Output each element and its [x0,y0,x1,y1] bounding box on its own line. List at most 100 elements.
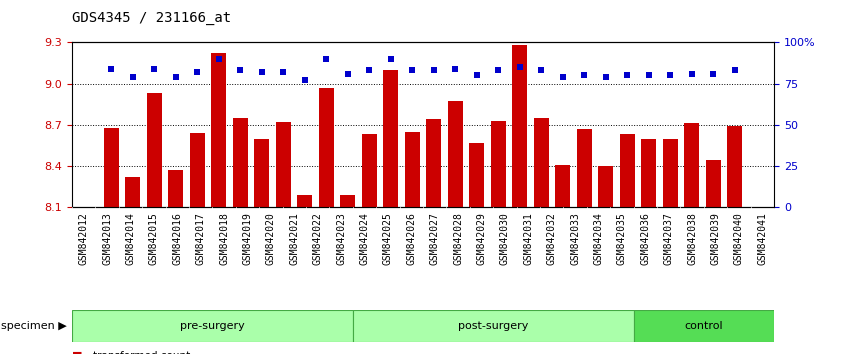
Text: control: control [684,321,723,331]
Text: GSM842031: GSM842031 [524,212,533,265]
Bar [125,177,140,207]
Text: GSM842033: GSM842033 [570,212,580,265]
Text: post-surgery: post-surgery [458,321,529,331]
Text: GSM842016: GSM842016 [173,212,182,265]
Text: GSM842040: GSM842040 [734,212,744,265]
Text: GSM842036: GSM842036 [640,212,651,265]
Bar [72,310,353,342]
Text: GSM842030: GSM842030 [500,212,510,265]
Bar [619,135,634,207]
Text: GSM842017: GSM842017 [195,212,206,265]
Point [642,73,656,78]
Bar [577,129,591,207]
Point [105,66,118,72]
Text: GSM842024: GSM842024 [360,212,370,265]
Point [448,66,462,72]
Text: GSM842039: GSM842039 [711,212,721,265]
Point [470,73,484,78]
Text: GDS4345 / 231166_at: GDS4345 / 231166_at [72,11,231,25]
Bar [190,133,205,207]
Bar [426,119,442,207]
Point [427,68,441,73]
Bar [684,124,699,207]
Point [190,69,204,75]
Point [212,56,226,62]
Point [599,74,613,80]
Text: ■: ■ [72,351,82,354]
Text: GSM842026: GSM842026 [406,212,416,265]
Bar [598,166,613,207]
Point [320,56,333,62]
Text: GSM842025: GSM842025 [383,212,393,265]
Point [578,73,591,78]
Bar [634,310,774,342]
Text: GSM842022: GSM842022 [313,212,322,265]
Text: GSM842041: GSM842041 [757,212,767,265]
Point [728,68,741,73]
Point [147,66,161,72]
Bar [147,93,162,207]
Point [556,74,569,80]
Bar [404,132,420,207]
Bar [727,126,742,207]
Text: transformed count: transformed count [93,351,190,354]
Bar [353,310,634,342]
Text: GSM842038: GSM842038 [687,212,697,265]
Bar [212,53,227,207]
Point [706,71,720,76]
Text: GSM842023: GSM842023 [336,212,346,265]
Text: GSM842013: GSM842013 [102,212,112,265]
Point [535,68,548,73]
Bar [255,138,269,207]
Point [384,56,398,62]
Text: specimen ▶: specimen ▶ [1,321,67,331]
Text: GSM842035: GSM842035 [617,212,627,265]
Text: GSM842015: GSM842015 [149,212,159,265]
Text: GSM842032: GSM842032 [547,212,557,265]
Point [685,71,699,76]
Point [513,64,526,70]
Point [405,68,419,73]
Bar [491,121,506,207]
Bar [383,70,398,207]
Point [492,68,505,73]
Point [255,69,268,75]
Bar [641,138,656,207]
Text: pre-surgery: pre-surgery [180,321,244,331]
Text: GSM842029: GSM842029 [476,212,486,265]
Point [169,74,183,80]
Bar [297,195,312,207]
Text: GSM842027: GSM842027 [430,212,440,265]
Bar [706,160,721,207]
Point [298,78,311,83]
Bar [534,118,549,207]
Text: GSM842034: GSM842034 [594,212,603,265]
Bar [448,102,463,207]
Text: GSM842028: GSM842028 [453,212,463,265]
Point [126,74,140,80]
Text: GSM842019: GSM842019 [243,212,252,265]
Point [362,68,376,73]
Bar [362,135,376,207]
Bar [340,195,355,207]
Bar [662,138,678,207]
Bar [555,165,570,207]
Text: GSM842021: GSM842021 [289,212,299,265]
Bar [104,127,119,207]
Bar [319,88,334,207]
Point [341,71,354,76]
Bar [168,170,184,207]
Text: GSM842020: GSM842020 [266,212,276,265]
Text: GSM842014: GSM842014 [125,212,135,265]
Bar [512,45,527,207]
Point [620,73,634,78]
Bar [233,118,248,207]
Text: GSM842012: GSM842012 [79,212,89,265]
Text: GSM842037: GSM842037 [664,212,673,265]
Point [663,73,677,78]
Point [277,69,290,75]
Text: GSM842018: GSM842018 [219,212,229,265]
Point [233,68,247,73]
Bar [470,143,484,207]
Bar [276,122,291,207]
